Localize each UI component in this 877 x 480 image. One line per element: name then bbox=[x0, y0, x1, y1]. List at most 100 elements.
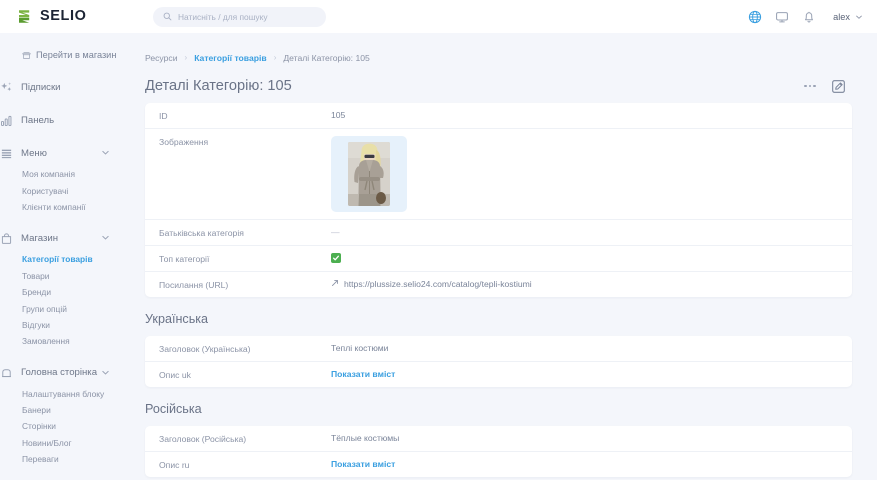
detail-label: Опис ru bbox=[159, 460, 190, 470]
sidebar-item-go-to-store[interactable]: Перейти в магазин bbox=[0, 43, 135, 67]
ukrainian-card: Заголовок (Українська) Теплі костюми Опи… bbox=[145, 336, 852, 387]
sidebar-sub-label: Товари bbox=[22, 270, 50, 281]
search-placeholder: Натисніть / для пошуку bbox=[178, 11, 268, 22]
detail-label: Заголовок (Російська) bbox=[159, 434, 247, 444]
sidebar-sub-label: Сторінки bbox=[22, 421, 56, 432]
detail-value: Тёплые костюмы bbox=[331, 433, 400, 443]
sidebar-sub-label: Новини/Блог bbox=[22, 437, 72, 448]
sidebar-item-users[interactable]: Користувачі bbox=[0, 182, 135, 198]
details-card: ID 105 Зображення bbox=[145, 103, 852, 297]
sidebar-item-label: Головна сторінка bbox=[21, 367, 98, 379]
detail-value: Теплі костюми bbox=[331, 343, 389, 353]
sidebar-sub-label: Групи опцій bbox=[22, 303, 67, 314]
sidebar-item-company-clients[interactable]: Клієнти компанії bbox=[0, 199, 135, 215]
breadcrumb-item-product-categories[interactable]: Категорії товарів bbox=[194, 52, 267, 63]
detail-value: 105 bbox=[331, 110, 346, 120]
bell-icon[interactable] bbox=[802, 10, 816, 24]
chevron-down-icon[interactable] bbox=[101, 364, 110, 382]
sidebar-item-homepage[interactable]: Головна сторінка bbox=[0, 359, 135, 386]
storefront-icon bbox=[22, 51, 31, 60]
url-link[interactable]: https://plussize.selio24.com/catalog/tep… bbox=[331, 279, 838, 289]
breadcrumb-separator: › bbox=[273, 53, 277, 62]
page-title: Деталі Категорію: 105 bbox=[145, 78, 292, 94]
breadcrumb-item-resources[interactable]: Ресурси bbox=[145, 52, 178, 63]
sidebar-item-advantages[interactable]: Переваги bbox=[0, 451, 135, 467]
sidebar-sub-label: Моя компанія bbox=[22, 169, 75, 180]
detail-row-url: Посилання (URL) https://plussize.selio24… bbox=[145, 271, 852, 297]
page-actions bbox=[802, 79, 852, 94]
sidebar-item-subscriptions[interactable]: Підписки bbox=[0, 74, 135, 100]
image-thumbnail[interactable] bbox=[331, 136, 407, 212]
sidebar-item-shop[interactable]: Магазин bbox=[0, 225, 135, 252]
sidebar: Перейти в магазин Підписки bbox=[0, 33, 135, 480]
sidebar-item-option-groups[interactable]: Групи опцій bbox=[0, 300, 135, 316]
chevron-down-icon[interactable] bbox=[101, 144, 110, 162]
sidebar-sub-label: Користувачі bbox=[22, 185, 69, 196]
user-name: alex bbox=[833, 11, 850, 22]
sidebar-item-products[interactable]: Товари bbox=[0, 268, 135, 284]
sidebar-sub-label: Замовлення bbox=[22, 336, 70, 347]
sidebar-sub-label: Переваги bbox=[22, 454, 59, 465]
sidebar-sub-label: Бренди bbox=[22, 287, 52, 298]
page-header: Деталі Категорію: 105 bbox=[135, 69, 852, 103]
detail-label: ID bbox=[159, 111, 168, 121]
top-bar-actions: alex bbox=[748, 8, 863, 26]
sidebar-sub-label: Відгуки bbox=[22, 319, 50, 330]
detail-row-id: ID 105 bbox=[145, 103, 852, 128]
home-icon bbox=[0, 366, 13, 379]
sidebar-sub-label: Банери bbox=[22, 405, 51, 416]
detail-value bbox=[331, 136, 838, 212]
detail-value bbox=[331, 253, 838, 263]
breadcrumb-separator: › bbox=[184, 53, 188, 62]
sidebar-item-orders[interactable]: Замовлення bbox=[0, 333, 135, 349]
detail-row-description-ru: Опис ru Показати вміст bbox=[145, 451, 852, 477]
sidebar-item-my-company[interactable]: Моя компанія bbox=[0, 166, 135, 182]
detail-label: Топ категорії bbox=[159, 254, 210, 264]
category-photo bbox=[348, 142, 390, 206]
user-menu[interactable]: alex bbox=[833, 8, 863, 26]
detail-row-top-category: Топ категорії bbox=[145, 245, 852, 271]
brand-logo[interactable]: SELIO bbox=[16, 8, 120, 25]
sidebar-item-menu[interactable]: Меню bbox=[0, 140, 135, 166]
sidebar-item-reviews[interactable]: Відгуки bbox=[0, 317, 135, 333]
sidebar-item-settings[interactable]: Налаштування bbox=[0, 477, 135, 480]
breadcrumb: Ресурси › Категорії товарів › Деталі Кат… bbox=[135, 33, 852, 69]
sidebar-item-block-settings[interactable]: Налаштування блоку bbox=[0, 386, 135, 402]
sidebar-sub-label: Клієнти компанії bbox=[22, 201, 86, 212]
section-title-ukrainian: Українська bbox=[145, 312, 209, 326]
show-content-link-uk[interactable]: Показати вміст bbox=[331, 369, 396, 379]
detail-row-title-uk: Заголовок (Українська) Теплі костюми bbox=[145, 336, 852, 361]
detail-label: Опис uk bbox=[159, 370, 191, 380]
sidebar-item-dashboard[interactable]: Панель bbox=[0, 107, 135, 133]
chevron-down-icon[interactable] bbox=[101, 229, 110, 247]
bar-chart-icon bbox=[0, 114, 13, 127]
show-content-link-ru[interactable]: Показати вміст bbox=[331, 459, 396, 469]
sidebar-item-news-blog[interactable]: Новини/Блог bbox=[0, 435, 135, 451]
sparkles-icon bbox=[0, 81, 13, 94]
globe-icon[interactable] bbox=[748, 10, 762, 24]
detail-label: Зображення bbox=[159, 137, 209, 147]
brand-name: SELIO bbox=[40, 8, 87, 25]
ellipsis-icon[interactable] bbox=[802, 81, 818, 92]
main-content: Ресурси › Категорії товарів › Деталі Кат… bbox=[135, 33, 877, 480]
sidebar-sub-label: Налаштування блоку bbox=[22, 388, 105, 399]
sidebar-item-product-categories[interactable]: Категорії товарів bbox=[0, 251, 135, 267]
russian-card: Заголовок (Російська) Тёплые костюмы Опи… bbox=[145, 426, 852, 477]
breadcrumb-item-current: Деталі Категорію: 105 bbox=[283, 52, 370, 63]
top-category-checkbox[interactable] bbox=[331, 253, 341, 263]
section-title-russian: Російська bbox=[145, 402, 202, 416]
search-wrapper: Натисніть / для пошуку bbox=[153, 6, 326, 27]
edit-pencil-icon[interactable] bbox=[831, 79, 846, 94]
sidebar-item-brands[interactable]: Бренди bbox=[0, 284, 135, 300]
sidebar-item-label: Меню bbox=[21, 147, 47, 159]
body-row: Перейти в магазин Підписки bbox=[0, 33, 877, 480]
sidebar-item-banners[interactable]: Банери bbox=[0, 402, 135, 418]
sidebar-item-pages[interactable]: Сторінки bbox=[0, 418, 135, 434]
detail-label: Заголовок (Українська) bbox=[159, 344, 251, 354]
detail-value: https://plussize.selio24.com/catalog/tep… bbox=[331, 279, 838, 289]
chevron-down-icon bbox=[855, 8, 863, 26]
monitor-icon[interactable] bbox=[775, 10, 789, 24]
search-input[interactable]: Натисніть / для пошуку bbox=[153, 6, 326, 27]
detail-row-parent-category: Батьківська категорія — bbox=[145, 219, 852, 245]
